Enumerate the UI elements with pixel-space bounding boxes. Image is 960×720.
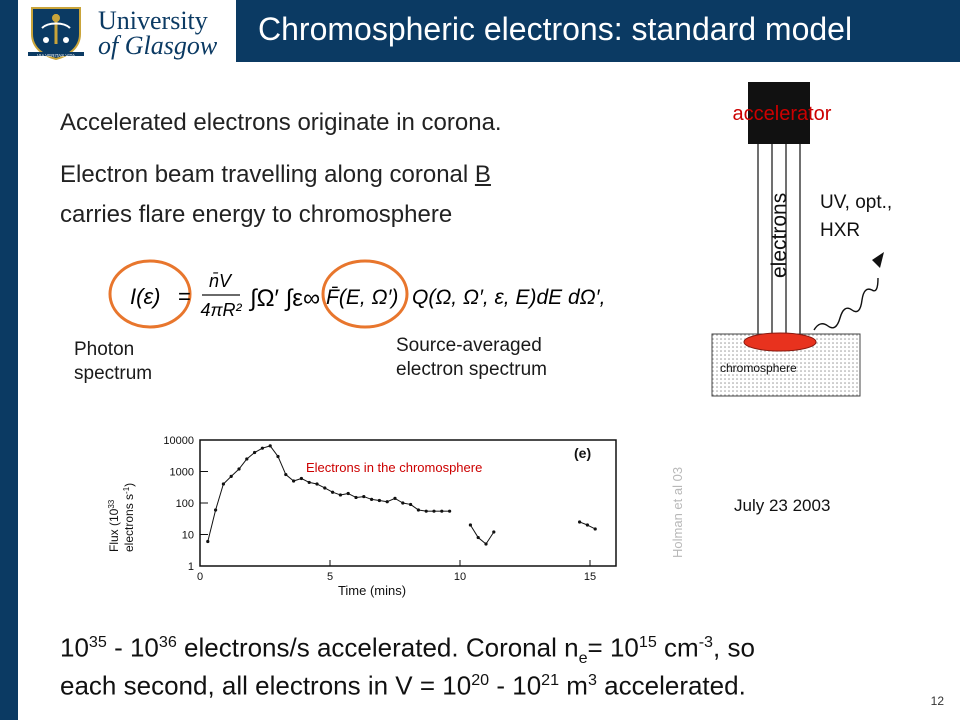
data-point xyxy=(370,497,374,502)
source-label-line1: Source-averaged xyxy=(396,335,542,356)
schematic-svg: accelerator electrons chromosphere UV, o… xyxy=(711,82,892,397)
page-number: 12 xyxy=(930,694,944,708)
plot-annotation: Electrons in the chromosphere xyxy=(306,460,482,475)
crest-icon: VIA VERITAS VITA xyxy=(28,7,84,60)
plot-credit: Holman et al 03 xyxy=(670,467,685,558)
emission-arrowhead xyxy=(872,252,884,268)
data-segment xyxy=(269,445,279,457)
beam-schematic: accelerator electrons chromosphere UV, o… xyxy=(700,82,920,402)
chromosphere-label: chromosphere xyxy=(720,361,797,375)
emission-wave xyxy=(813,277,879,331)
eq-rest: Q(Ω, Ω′, ε, E)dE dΩ′, xyxy=(412,286,605,309)
data-point xyxy=(292,479,296,483)
data-segment xyxy=(277,456,287,475)
x-tick-label: 10 xyxy=(454,571,466,583)
y-tick-label: 1000 xyxy=(170,467,194,479)
photon-highlight-circle xyxy=(108,259,192,329)
accelerator-box xyxy=(748,82,810,144)
panel-label: (e) xyxy=(574,445,591,461)
data-segment xyxy=(215,483,224,511)
data-point xyxy=(492,530,496,534)
data-point xyxy=(377,498,381,503)
university-name: University of Glasgow xyxy=(98,6,218,60)
data-segment xyxy=(246,452,255,460)
slide-title: Chromospheric electrons: standard model xyxy=(258,11,853,47)
eq-den: 4πR² xyxy=(200,300,242,320)
y-tick-label: 100 xyxy=(176,498,194,510)
x-tick-label: 15 xyxy=(584,571,596,583)
y-tick-label: 10000 xyxy=(163,435,194,447)
data-segment xyxy=(230,468,240,477)
bullet-corona: Accelerated electrons originate in coron… xyxy=(60,109,502,136)
photon-label-line1: Photon xyxy=(74,339,135,360)
bullet-beam: Electron beam travelling along coronal B xyxy=(60,160,491,190)
photon-spectrum-label: Photon spectrum xyxy=(74,338,152,386)
electron-highlight-circle xyxy=(321,259,409,329)
photon-spectrum-equation: I(ε) = n̄V 4πR² ∫Ω′ ∫ε∞ F̄(E, Ω′) Q(Ω, Ω… xyxy=(100,254,660,334)
bullet-beam-text: Electron beam travelling along coronal xyxy=(60,161,475,188)
photon-label-line2: spectrum xyxy=(74,363,153,384)
flux-plot: 1 10 100 1000 10000 0 5 10 15 Electrons in the … xyxy=(96,432,696,602)
y-tick-label: 10 xyxy=(182,530,194,542)
emission-label-line2: HXR xyxy=(820,220,860,241)
eq-integral: ∫Ω′ ∫ε∞ xyxy=(248,285,320,312)
eq-equals: = xyxy=(178,284,191,309)
university-logo: VIA VERITAS VITA University of Glasgow xyxy=(18,0,236,62)
university-line2: of Glasgow xyxy=(98,31,218,60)
data-segment xyxy=(477,537,487,545)
data-segment xyxy=(207,509,217,542)
eq-lhs: I(ε) xyxy=(130,284,160,309)
university-line1: University xyxy=(98,6,208,35)
data-segment xyxy=(238,458,248,470)
data-point xyxy=(260,446,264,450)
plot-xlabel: Time (mins) xyxy=(338,583,406,598)
equation-svg: I(ε) = n̄V 4πR² ∫Ω′ ∫ε∞ F̄(E, Ω′) Q(Ω, Ω… xyxy=(108,259,605,329)
electrons-label: electrons xyxy=(768,193,791,278)
left-accent-bar xyxy=(0,0,18,720)
svg-text:electrons s-1): electrons s-1) xyxy=(122,483,136,552)
bottom-line1: 1035 - 1036 electrons/s accelerated. Cor… xyxy=(60,632,755,667)
field-lines xyxy=(757,144,801,336)
svg-text:Flux (1033: Flux (1033 xyxy=(107,499,121,552)
footpoint-blob xyxy=(743,332,817,352)
data-segment xyxy=(485,531,495,545)
flux-plot-svg: 1 10 100 1000 10000 0 5 10 15 Electrons in the … xyxy=(107,435,685,598)
eq-f-term: F̄(E, Ω′) xyxy=(326,286,398,309)
x-tick-label: 0 xyxy=(197,571,203,583)
data-point xyxy=(307,480,311,485)
bullet-beam-b: B xyxy=(474,161,491,188)
eq-num: n̄V xyxy=(209,271,233,291)
data-segment xyxy=(223,476,232,485)
bottom-line2: each second, all electrons in V = 1020 -… xyxy=(60,670,746,701)
event-date: July 23 2003 xyxy=(734,496,831,515)
y-tick-label: 1 xyxy=(188,561,194,573)
data-point xyxy=(416,508,420,512)
data-point xyxy=(448,509,452,513)
data-segment xyxy=(285,474,294,482)
data-point xyxy=(593,527,597,531)
plot-ylabel: Flux (1033 electrons s-1) xyxy=(107,483,136,552)
x-tick-label: 5 xyxy=(327,571,333,583)
electron-spectrum-label: Source-averaged electron spectrum xyxy=(396,334,547,382)
accelerator-label: accelerator xyxy=(733,103,832,125)
source-label-line2: electron spectrum xyxy=(396,359,548,380)
emission-label-line1: UV, opt., xyxy=(820,192,892,213)
title-bar xyxy=(236,0,960,62)
bullet-energy: carries flare energy to chromosphere xyxy=(60,201,453,228)
data-segment xyxy=(469,524,479,538)
data-point xyxy=(338,493,342,497)
data-point xyxy=(206,539,210,544)
plot-frame xyxy=(199,439,617,567)
motto-text: VIA VERITAS VITA xyxy=(37,53,75,58)
